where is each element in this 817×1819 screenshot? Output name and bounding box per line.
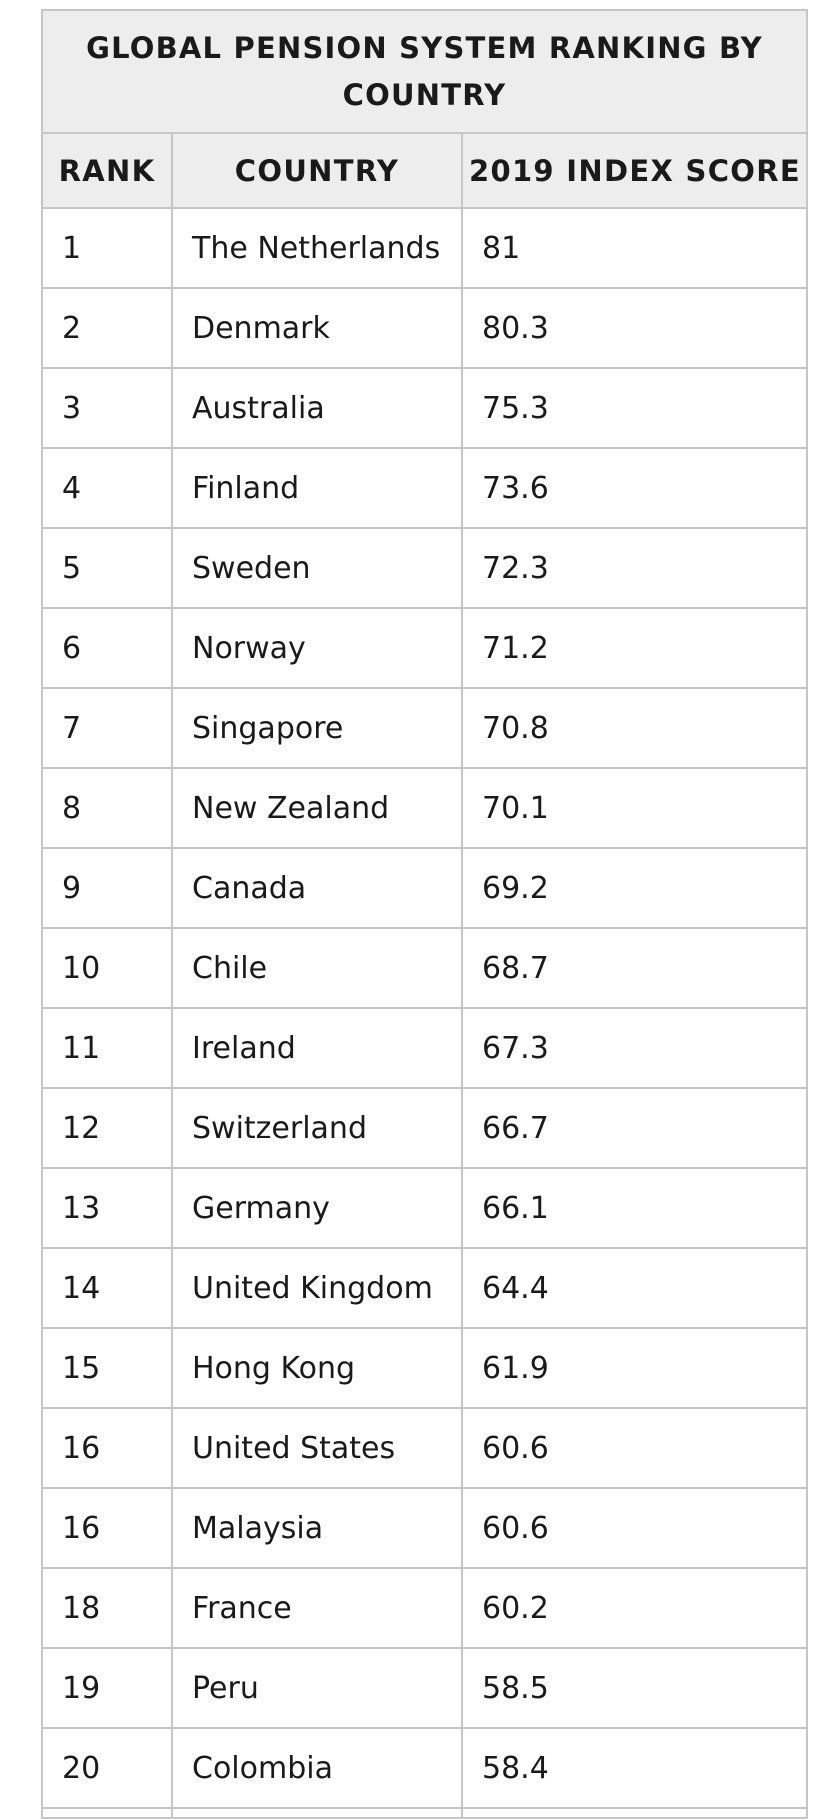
rank-cell: 3 — [41, 367, 173, 449]
table-row: 15 Hong Kong 61.9 — [41, 1327, 808, 1409]
country-cell: Canada — [171, 847, 463, 929]
score-cell: 67.3 — [461, 1007, 808, 1089]
table-row: 16 Malaysia 60.6 — [41, 1487, 808, 1569]
country-cell: United States — [171, 1407, 463, 1489]
title-row: GLOBAL PENSION SYSTEM RANKING BY COUNTRY — [41, 9, 808, 134]
table-row: 20 Colombia 58.4 — [41, 1727, 808, 1809]
column-header-rank: RANK — [41, 132, 173, 209]
table-head: GLOBAL PENSION SYSTEM RANKING BY COUNTRY… — [41, 9, 808, 209]
country-cell: Ireland — [171, 1007, 463, 1089]
pension-ranking-table: GLOBAL PENSION SYSTEM RANKING BY COUNTRY… — [41, 9, 808, 1819]
score-cell: 60.2 — [461, 1567, 808, 1649]
country-cell: Australia — [171, 367, 463, 449]
score-cell: 71.2 — [461, 607, 808, 689]
score-cell: 80.3 — [461, 287, 808, 369]
country-cell: The Netherlands — [171, 207, 463, 289]
score-cell: 75.3 — [461, 367, 808, 449]
table-row: 19 Peru 58.5 — [41, 1647, 808, 1729]
table-row: 18 France 60.2 — [41, 1567, 808, 1649]
rank-cell: 6 — [41, 607, 173, 689]
score-cell: 60.6 — [461, 1407, 808, 1489]
country-cell: Switzerland — [171, 1087, 463, 1169]
table-title: GLOBAL PENSION SYSTEM RANKING BY COUNTRY — [41, 9, 808, 134]
rank-cell: 18 — [41, 1567, 173, 1649]
country-cell: Peru — [171, 1647, 463, 1729]
table-row: 9 Canada 69.2 — [41, 847, 808, 929]
table-row: 2 Denmark 80.3 — [41, 287, 808, 369]
rank-cell: 11 — [41, 1007, 173, 1089]
rank-cell: 1 — [41, 207, 173, 289]
score-cell: 72.3 — [461, 527, 808, 609]
table-row: 7 Singapore 70.8 — [41, 687, 808, 769]
table-row: 10 Chile 68.7 — [41, 927, 808, 1009]
rank-cell: 12 — [41, 1087, 173, 1169]
country-cell: Germany — [171, 1167, 463, 1249]
table-row-partial — [41, 1807, 808, 1819]
country-cell: Chile — [171, 927, 463, 1009]
table-row: 13 Germany 66.1 — [41, 1167, 808, 1249]
country-cell: Colombia — [171, 1727, 463, 1809]
rank-cell: 20 — [41, 1727, 173, 1809]
country-cell: France — [171, 1567, 463, 1649]
country-cell: Norway — [171, 607, 463, 689]
table-row: 4 Finland 73.6 — [41, 447, 808, 529]
score-cell: 61.9 — [461, 1327, 808, 1409]
rank-cell: 14 — [41, 1247, 173, 1329]
rank-cell: 8 — [41, 767, 173, 849]
table-row: 5 Sweden 72.3 — [41, 527, 808, 609]
table-row: 12 Switzerland 66.7 — [41, 1087, 808, 1169]
rank-cell: 19 — [41, 1647, 173, 1729]
table-row: 3 Australia 75.3 — [41, 367, 808, 449]
rank-cell: 16 — [41, 1407, 173, 1489]
score-cell: 70.8 — [461, 687, 808, 769]
country-cell: Hong Kong — [171, 1327, 463, 1409]
score-cell: 58.5 — [461, 1647, 808, 1729]
table-body: 1 The Netherlands 81 2 Denmark 80.3 3 Australia… — [41, 207, 808, 1819]
table-row: 8 New Zealand 70.1 — [41, 767, 808, 849]
header-row: RANK COUNTRY 2019 INDEX SCORE — [41, 132, 808, 209]
country-cell: Finland — [171, 447, 463, 529]
partial-cell — [41, 1807, 173, 1819]
score-cell: 73.6 — [461, 447, 808, 529]
table-row: 11 Ireland 67.3 — [41, 1007, 808, 1089]
country-cell: Malaysia — [171, 1487, 463, 1569]
score-cell: 69.2 — [461, 847, 808, 929]
table-row: 14 United Kingdom 64.4 — [41, 1247, 808, 1329]
rank-cell: 7 — [41, 687, 173, 769]
score-cell: 64.4 — [461, 1247, 808, 1329]
partial-cell — [461, 1807, 808, 1819]
score-cell: 70.1 — [461, 767, 808, 849]
rank-cell: 10 — [41, 927, 173, 1009]
partial-cell — [171, 1807, 463, 1819]
rank-cell: 16 — [41, 1487, 173, 1569]
column-header-score: 2019 INDEX SCORE — [461, 132, 808, 209]
score-cell: 68.7 — [461, 927, 808, 1009]
country-cell: New Zealand — [171, 767, 463, 849]
rank-cell: 9 — [41, 847, 173, 929]
country-cell: Denmark — [171, 287, 463, 369]
table-row: 1 The Netherlands 81 — [41, 207, 808, 289]
table-row: 16 United States 60.6 — [41, 1407, 808, 1489]
country-cell: Sweden — [171, 527, 463, 609]
score-cell: 60.6 — [461, 1487, 808, 1569]
pension-ranking-table-container: GLOBAL PENSION SYSTEM RANKING BY COUNTRY… — [41, 9, 808, 1819]
rank-cell: 15 — [41, 1327, 173, 1409]
table-row: 6 Norway 71.2 — [41, 607, 808, 689]
score-cell: 66.7 — [461, 1087, 808, 1169]
score-cell: 81 — [461, 207, 808, 289]
rank-cell: 5 — [41, 527, 173, 609]
rank-cell: 13 — [41, 1167, 173, 1249]
score-cell: 58.4 — [461, 1727, 808, 1809]
score-cell: 66.1 — [461, 1167, 808, 1249]
rank-cell: 2 — [41, 287, 173, 369]
column-header-country: COUNTRY — [171, 132, 463, 209]
country-cell: Singapore — [171, 687, 463, 769]
country-cell: United Kingdom — [171, 1247, 463, 1329]
rank-cell: 4 — [41, 447, 173, 529]
